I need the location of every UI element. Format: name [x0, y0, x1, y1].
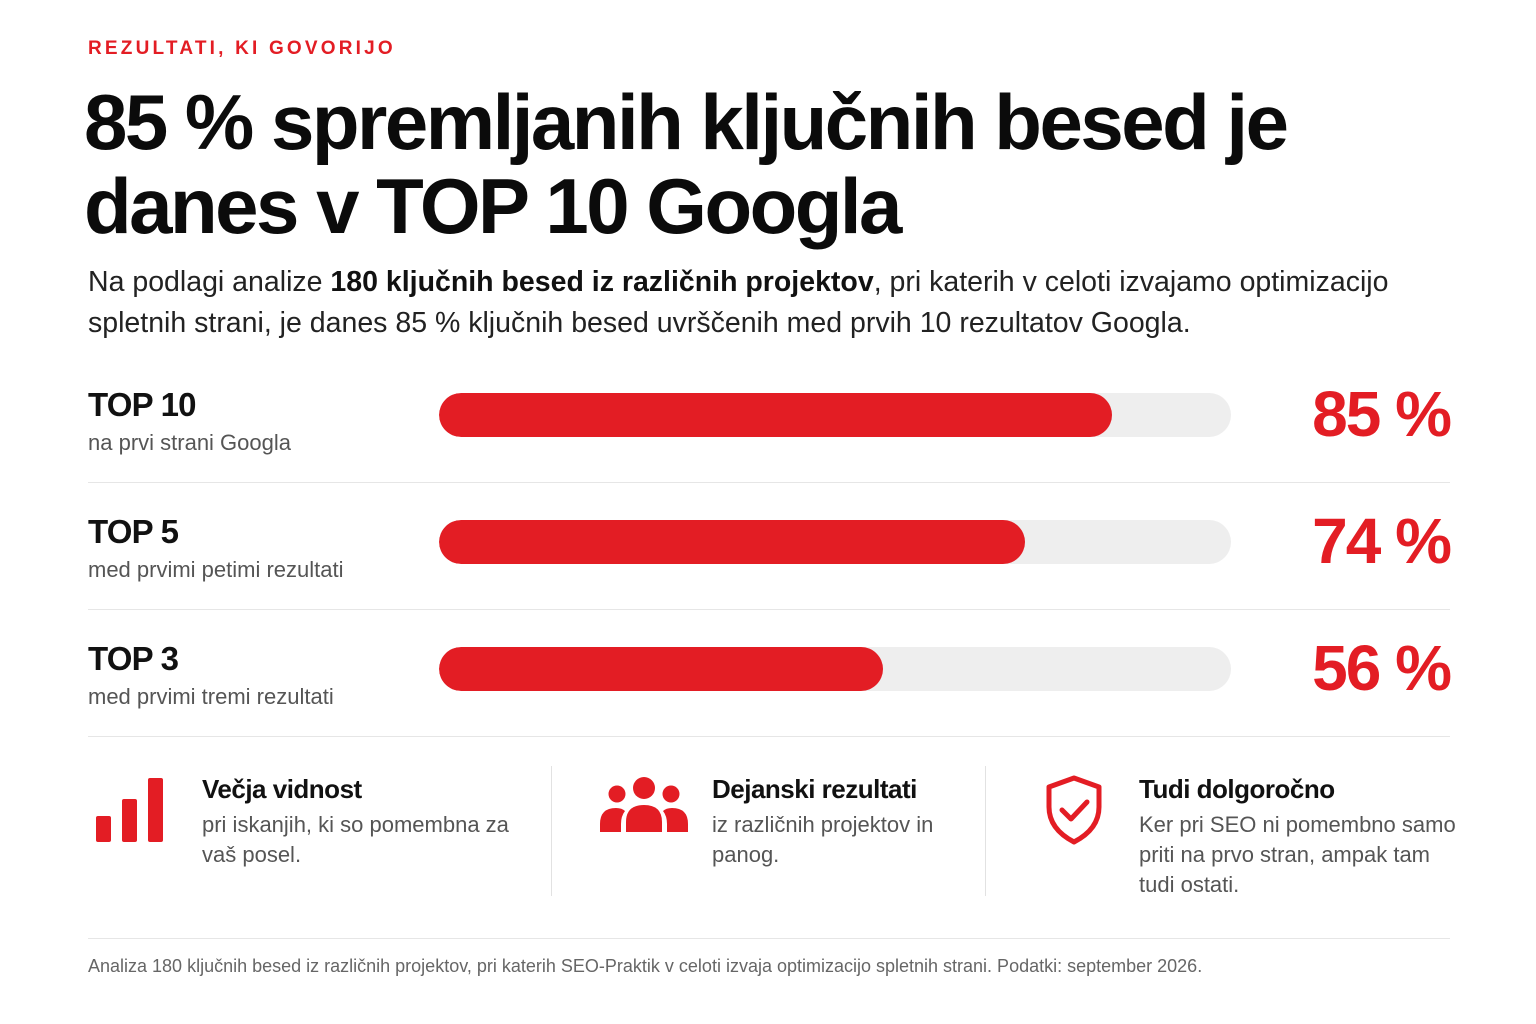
bar-value-label: 85 %	[1312, 378, 1452, 450]
shield-check-icon	[1044, 774, 1104, 851]
bar-category-subtitle: med prvimi tremi rezultati	[88, 684, 334, 709]
bar	[439, 647, 883, 691]
feature-title: Večja vidnost	[202, 774, 362, 804]
feature-title: Dejanski rezultati	[712, 774, 917, 804]
feature-text: iz različnih projektov in panog.	[712, 812, 934, 867]
lead-text-end: , pri katerih v celoti izvajamo optimiza…	[88, 266, 1389, 339]
footer-divider	[88, 938, 1450, 939]
bar-category-subtitle: med prvimi petimi rezultati	[88, 557, 344, 582]
bar-category-label: TOP 3	[88, 640, 179, 677]
feature-title: Tudi dolgoročno	[1139, 774, 1335, 804]
feature-longterm: Tudi dolgoročno Ker pri SEO ni pomembno …	[985, 766, 1466, 897]
eyebrow-label: REZULTATI, KI GOVORIJO	[88, 38, 396, 59]
lead-paragraph: Na podlagi analize 180 ključnih besed iz…	[88, 262, 1488, 344]
bar-track	[439, 393, 1231, 437]
bar-value-label: 74 %	[1312, 505, 1452, 577]
bar-category-label: TOP 10	[88, 386, 197, 423]
feature-visibility: Večja vidnost pri iskanjih, ki so pomemb…	[88, 766, 550, 896]
bar-track	[439, 520, 1231, 564]
bar-chart-icon	[94, 774, 168, 849]
bar-row: TOP 5 med prvimi petimi rezultati 74 %	[88, 483, 1452, 610]
footer-note: Analiza 180 ključnih besed iz različnih …	[88, 956, 1203, 976]
bar	[439, 393, 1113, 437]
bar-value-label: 56 %	[1312, 632, 1452, 704]
bar-category-subtitle: na prvi strani Googla	[88, 430, 291, 455]
bar-row: TOP 10 na prvi strani Googla 85 %	[88, 356, 1452, 483]
lead-text-bold: 180 ključnih besed iz različnih projekto…	[330, 266, 874, 298]
page-title: 85 % spremljanih ključnih besed je danes…	[84, 78, 1289, 250]
bar	[439, 520, 1026, 564]
bar-chart: TOP 10 na prvi strani Googla 85 % TOP 5 med …	[88, 356, 1452, 737]
features: Večja vidnost pri iskanjih, ki so pomemb…	[88, 766, 1468, 897]
feature-text: pri iskanjih, ki so pomembna za vaš pose…	[202, 812, 509, 867]
feature-text: Ker pri SEO ni pomembno samo priti na pr…	[1139, 812, 1456, 897]
people-icon	[600, 776, 688, 837]
bar-category-label: TOP 5	[88, 513, 179, 550]
bar-row: TOP 3 med prvimi tremi rezultati 56 %	[88, 610, 1452, 737]
feature-results: Dejanski rezultati iz različnih projekto…	[551, 766, 986, 896]
lead-text-start: Na podlagi analize	[88, 266, 331, 298]
bar-track	[439, 647, 1231, 691]
